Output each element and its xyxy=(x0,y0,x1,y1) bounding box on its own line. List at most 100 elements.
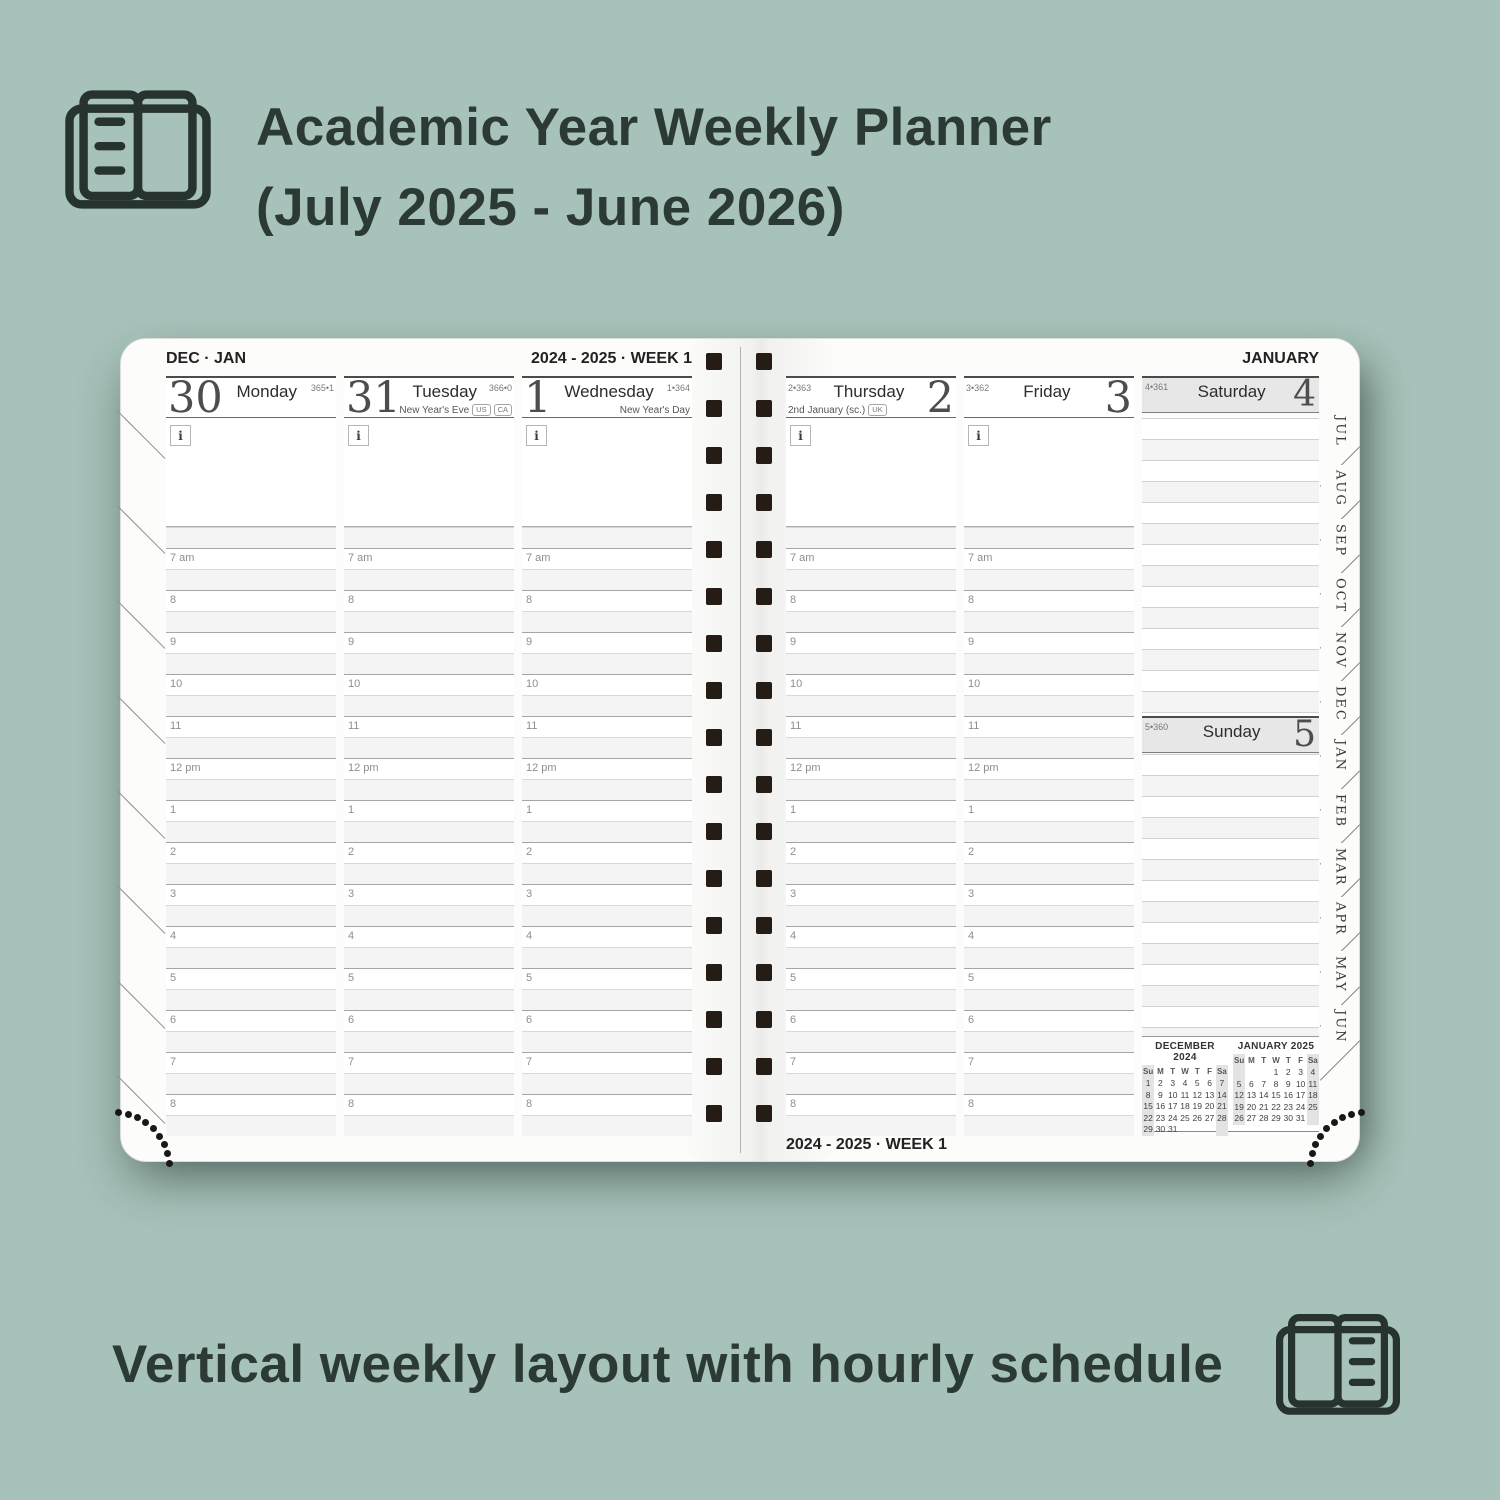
ruled-line xyxy=(1142,922,1319,943)
pre-hours-band xyxy=(522,527,692,548)
month-tab-nov[interactable]: NOV xyxy=(1319,627,1361,703)
binding-hole xyxy=(706,1011,722,1028)
mini-calendar-day: 14 xyxy=(1215,1089,1228,1101)
hour-slot: 4 xyxy=(786,926,956,968)
hour-slot: 11 xyxy=(964,716,1134,758)
ruled-line xyxy=(1142,1006,1319,1027)
mini-calendar-day: 23 xyxy=(1155,1112,1166,1123)
mini-calendar-day: 6 xyxy=(1207,1078,1212,1088)
mini-calendar-day xyxy=(1203,1124,1215,1136)
perforation-dot xyxy=(149,1125,157,1133)
ruled-line xyxy=(1142,901,1319,922)
page-crease xyxy=(740,347,741,1153)
month-tab-label: JUN xyxy=(1332,1010,1348,1044)
saturday-header: 4•361 Saturday 4 xyxy=(1142,376,1319,413)
hour-slot: 7 xyxy=(344,1052,514,1094)
perforation-dot xyxy=(134,1114,142,1122)
left-week-label: 2024 - 2025 · WEEK 1 xyxy=(531,350,692,367)
footer-week-label: 2024 - 2025 · WEEK 1 xyxy=(786,1136,947,1153)
binding-hole xyxy=(706,682,722,699)
binding-hole xyxy=(756,353,772,370)
hour-slot: 2 xyxy=(522,842,692,884)
perforation-dot xyxy=(156,1132,164,1140)
day-name: Friday xyxy=(1023,382,1071,401)
hour-slot: 5 xyxy=(344,968,514,1010)
day-name: Monday xyxy=(236,382,297,401)
pre-hours-band xyxy=(166,527,336,548)
month-tab-feb[interactable]: FEB xyxy=(1319,789,1361,865)
month-tab-dec[interactable]: DEC xyxy=(1319,681,1361,757)
month-tab-jun[interactable]: JUN xyxy=(1319,1005,1361,1081)
hour-slot: 3 xyxy=(166,884,336,926)
month-tab-sep[interactable]: SEP xyxy=(1319,519,1361,595)
mini-calendar-day: 20 xyxy=(1204,1101,1215,1111)
mini-calendar-day: 19 xyxy=(1233,1101,1246,1113)
day-of-year-counter: 365•1 xyxy=(310,383,334,393)
month-tab-apr[interactable]: APR xyxy=(1319,897,1361,973)
mini-calendar-dow: W xyxy=(1181,1067,1189,1076)
mini-calendar-title: DECEMBER 2024 xyxy=(1155,1041,1215,1063)
day-name: Wednesday xyxy=(564,382,654,401)
day-number: 31 xyxy=(346,373,401,423)
month-tab-oct[interactable]: OCT xyxy=(1319,573,1361,649)
month-tab-label: NOV xyxy=(1332,632,1348,670)
day-of-year-counter: 2•363 xyxy=(788,383,812,393)
hour-slot: 8 xyxy=(344,590,514,632)
hour-slot: 1 xyxy=(344,800,514,842)
mini-calendar-dow: Su xyxy=(1142,1065,1155,1078)
binding-hole xyxy=(756,541,772,558)
mini-calendar-day: 28 xyxy=(1258,1113,1269,1123)
mini-calendar-day: 26 xyxy=(1233,1113,1246,1125)
month-tab-jul[interactable]: JUL xyxy=(1319,411,1361,487)
hour-slot: 2 xyxy=(964,842,1134,884)
day-of-year-counter: 4•361 xyxy=(1145,382,1169,392)
mini-calendar-day: 24 xyxy=(1167,1112,1178,1123)
month-tab-may[interactable]: MAY xyxy=(1319,951,1361,1027)
ruled-line xyxy=(1142,775,1319,796)
perforation-dot xyxy=(1348,1110,1356,1118)
day-number: 30 xyxy=(168,373,223,423)
month-tab-aug[interactable]: AUG xyxy=(1319,465,1361,541)
ruled-line xyxy=(1142,418,1319,439)
hour-grid: 7 am 8 9 10 11 12 pm 1 2 3 4 5 6 7 8 xyxy=(166,548,336,1136)
binding-holes-right xyxy=(756,353,772,1122)
hour-slot: 8 xyxy=(786,590,956,632)
mini-calendar-day: 25 xyxy=(1306,1101,1319,1113)
page-cut-line xyxy=(116,505,166,554)
day-header: 2 Thursday 2•363 2nd January (sc.) UK xyxy=(786,376,956,419)
day-number: 4 xyxy=(1293,374,1316,415)
mini-calendar-day xyxy=(1306,1113,1319,1125)
mini-calendar-day: 5 xyxy=(1233,1078,1246,1090)
hour-slot: 10 xyxy=(522,674,692,716)
mini-calendar-day: 22 xyxy=(1142,1112,1155,1124)
mini-calendar-day: 18 xyxy=(1180,1101,1190,1111)
info-icon: i xyxy=(170,425,191,446)
ruled-line xyxy=(1142,880,1319,901)
day-number: 5 xyxy=(1293,714,1316,755)
mini-calendar-day: 21 xyxy=(1258,1101,1269,1112)
month-tab-label: MAR xyxy=(1332,848,1348,887)
hour-slot: 6 xyxy=(522,1010,692,1052)
mini-calendar-day: 2 xyxy=(1158,1078,1163,1088)
weekend-column: 4•361 Saturday 4 5•360 Sunday 5 DECEMBER… xyxy=(1142,376,1319,1136)
perforation-dot xyxy=(166,1159,174,1167)
mini-calendar-day: 4 xyxy=(1182,1078,1188,1088)
mini-calendar-dow: Sa xyxy=(1306,1054,1319,1067)
binding-holes-left xyxy=(706,353,722,1122)
mini-calendar-day: 12 xyxy=(1192,1089,1203,1100)
hour-slot: 10 xyxy=(166,674,336,716)
mini-calendar-day: 17 xyxy=(1167,1101,1178,1111)
holiday-region-badge: CA xyxy=(493,404,512,416)
ruled-line xyxy=(1142,985,1319,1006)
mini-calendar-dow: T xyxy=(1285,1056,1291,1065)
month-tab-jan[interactable]: JAN xyxy=(1319,735,1361,811)
hour-slot: 6 xyxy=(166,1010,336,1052)
binding-hole xyxy=(756,682,772,699)
month-tab-mar[interactable]: MAR xyxy=(1319,843,1361,919)
hour-slot: 7 xyxy=(166,1052,336,1094)
hour-slot: 4 xyxy=(344,926,514,968)
ruled-line xyxy=(1142,691,1319,712)
binding-hole xyxy=(706,823,722,840)
binding-hole xyxy=(756,1105,772,1122)
perforation-dot xyxy=(1306,1159,1314,1167)
